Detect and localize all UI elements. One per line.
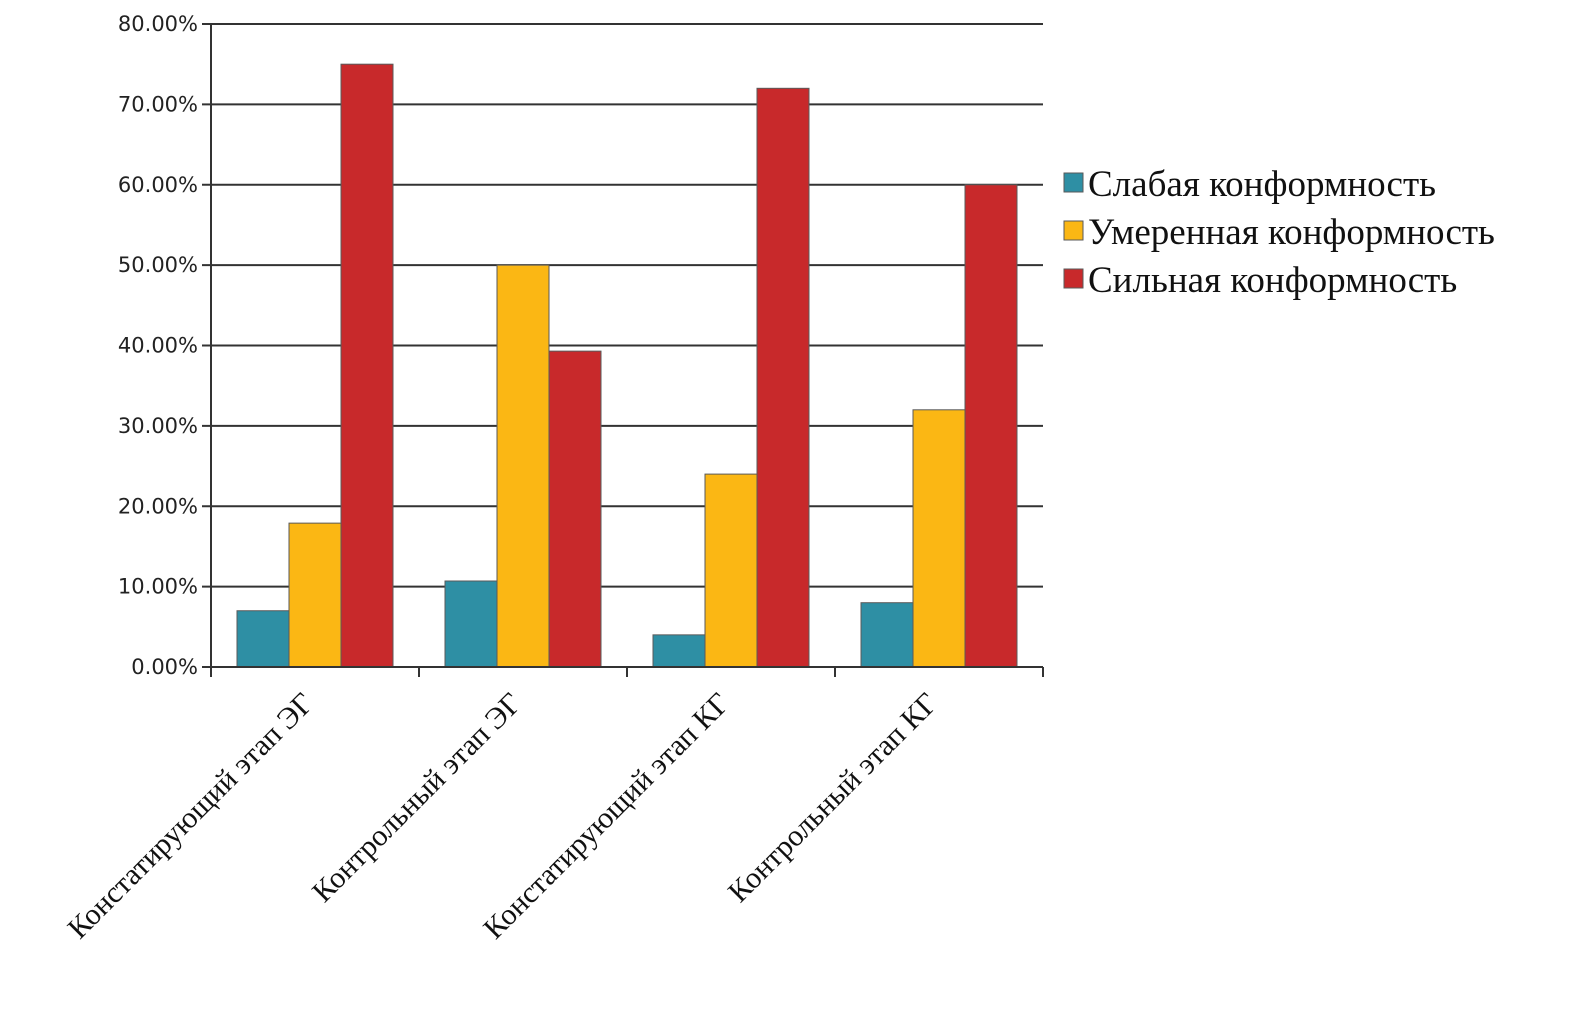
x-category-label: Констатирующий этап КГ: [477, 687, 736, 946]
bar: [860, 602, 914, 668]
bar: [912, 409, 966, 668]
y-tick-label: 50.00%: [118, 253, 198, 277]
legend-label: Слабая конформность: [1088, 164, 1436, 205]
bar: [652, 634, 706, 668]
y-tick-label: 70.00%: [118, 92, 198, 116]
legend-label: Умеренная конформность: [1088, 212, 1495, 253]
bar: [496, 264, 550, 668]
y-tick-label: 0.00%: [131, 655, 198, 679]
bar: [548, 350, 602, 668]
x-category-label: Констатирующий этап ЭГ: [61, 687, 320, 946]
bar: [444, 580, 498, 668]
x-category-label: Контрольный этап КГ: [722, 687, 944, 909]
axes: [210, 24, 1044, 677]
y-tick-label: 30.00%: [118, 414, 198, 438]
x-category-label: Контрольный этап ЭГ: [306, 687, 528, 909]
y-axis-ticks: 0.00% 10.00% 20.00% 30.00% 40.00% 50.00% 60.00…: [118, 12, 211, 679]
legend-swatch: [1063, 220, 1084, 241]
legend-swatch: [1063, 268, 1084, 289]
y-tick-label: 60.00%: [118, 173, 198, 197]
legend: Слабая конформность Умеренная конформност…: [1063, 164, 1495, 301]
bar: [756, 87, 810, 668]
legend-label: Сильная конформность: [1088, 260, 1457, 301]
legend-swatch: [1063, 172, 1084, 193]
y-tick-label: 20.00%: [118, 494, 198, 518]
bar: [236, 610, 290, 668]
y-tick-label: 80.00%: [118, 12, 198, 36]
bar: [704, 473, 758, 668]
bar: [340, 63, 394, 668]
y-tick-label: 40.00%: [118, 334, 198, 358]
bar: [964, 184, 1018, 668]
bars: [236, 63, 1018, 668]
bar: [288, 522, 342, 668]
y-tick-label: 10.00%: [118, 575, 198, 599]
